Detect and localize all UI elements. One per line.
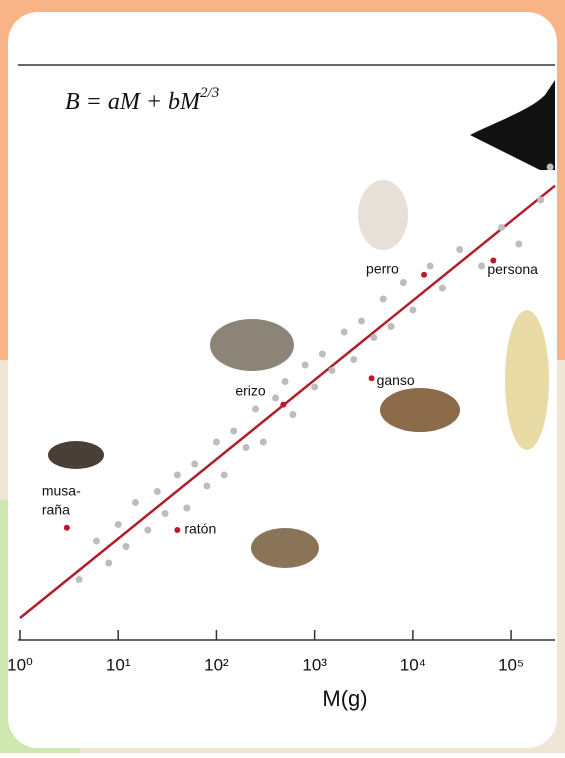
point-label: ratón xyxy=(184,521,216,537)
point xyxy=(515,241,522,248)
point xyxy=(547,164,554,171)
point xyxy=(388,323,395,330)
point xyxy=(328,367,335,374)
point xyxy=(154,488,161,495)
x-tick-label: 10⁵ xyxy=(498,655,524,674)
point xyxy=(409,307,416,314)
hedgehog-illustration xyxy=(210,319,294,371)
x-tick-label: 10² xyxy=(204,655,229,674)
point xyxy=(115,521,122,528)
point xyxy=(191,461,198,468)
point xyxy=(272,395,279,402)
x-tick-label: 10⁰ xyxy=(7,655,33,674)
labeled-point xyxy=(369,375,375,381)
labeled-point xyxy=(64,525,70,531)
point xyxy=(260,439,267,446)
point xyxy=(439,285,446,292)
point-label: musa- xyxy=(42,483,81,499)
point xyxy=(380,296,387,303)
point xyxy=(183,505,190,512)
point xyxy=(427,263,434,270)
point xyxy=(162,510,169,517)
title-main: B = aM + bM xyxy=(65,89,202,115)
point xyxy=(350,356,357,363)
point xyxy=(289,411,296,418)
point xyxy=(252,406,259,413)
title-exponent: 2/3 xyxy=(200,85,219,101)
point xyxy=(341,329,348,336)
point xyxy=(105,560,112,567)
page: B = aM + bM2/3 M(g) 10⁰ 10¹ 10² 10³ 10⁴ 10⁵ mu… xyxy=(0,0,565,753)
point xyxy=(221,472,228,479)
point xyxy=(122,543,129,550)
point-label: persona xyxy=(487,261,538,277)
point xyxy=(144,527,151,534)
point-label: ganso xyxy=(377,372,415,388)
x-axis-label: M(g) xyxy=(322,686,367,711)
point xyxy=(302,362,309,369)
point xyxy=(456,246,463,253)
point xyxy=(319,351,326,358)
x-tick-label: 10¹ xyxy=(106,655,131,674)
point xyxy=(400,279,407,286)
point xyxy=(203,483,210,490)
point xyxy=(76,576,83,583)
chart: B = aM + bM2/3 M(g) 10⁰ 10¹ 10² 10³ 10⁴ 10⁵ mu… xyxy=(0,0,565,753)
point xyxy=(498,224,505,231)
x-tick-label: 10³ xyxy=(302,655,327,674)
mouse-illustration xyxy=(251,528,319,568)
point xyxy=(478,263,485,270)
point xyxy=(358,318,365,325)
labeled-point xyxy=(280,402,286,408)
dog-illustration xyxy=(358,180,408,250)
point xyxy=(174,472,181,479)
x-tick-label: 10⁴ xyxy=(400,655,426,674)
point-label: raña xyxy=(42,502,70,518)
point xyxy=(93,538,100,545)
chart-title: B = aM + bM2/3 xyxy=(65,85,219,114)
labeled-point xyxy=(421,272,427,278)
point xyxy=(282,378,289,385)
point xyxy=(242,444,249,451)
point xyxy=(132,499,139,506)
person-illustration xyxy=(505,310,549,450)
point xyxy=(537,197,544,204)
labeled-point xyxy=(174,527,180,533)
point xyxy=(230,428,237,435)
point-label: erizo xyxy=(235,382,266,398)
point xyxy=(370,334,377,341)
goose-illustration xyxy=(380,388,460,432)
point xyxy=(213,439,220,446)
shrew-illustration xyxy=(48,441,104,469)
point-label: perro xyxy=(366,261,399,277)
point xyxy=(311,384,318,391)
